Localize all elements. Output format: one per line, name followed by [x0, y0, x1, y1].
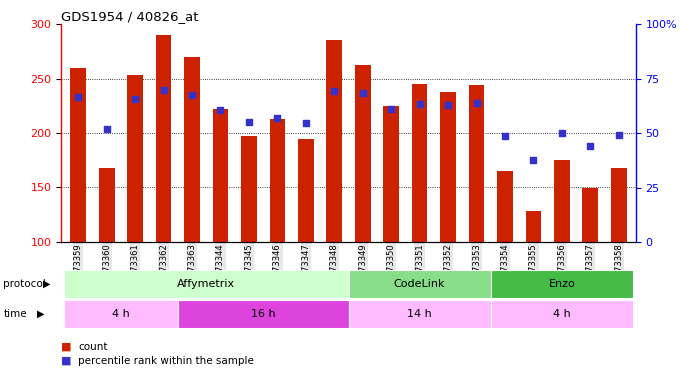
- Bar: [348, 300, 491, 328]
- Bar: [440, 92, 456, 242]
- Point: [357, 90, 368, 96]
- Point: [272, 115, 283, 121]
- Point: [443, 102, 454, 108]
- Bar: [491, 300, 633, 328]
- Point: [585, 143, 596, 149]
- Bar: [64, 300, 178, 328]
- Point: [215, 107, 226, 113]
- Point: [301, 120, 311, 126]
- Point: [130, 96, 141, 102]
- Point: [329, 88, 340, 94]
- Bar: [178, 300, 348, 328]
- Bar: [326, 40, 342, 242]
- Bar: [348, 270, 491, 298]
- Text: percentile rank within the sample: percentile rank within the sample: [78, 356, 254, 366]
- Bar: [497, 171, 513, 242]
- Bar: [64, 270, 348, 298]
- Bar: [71, 68, 86, 242]
- Text: 4 h: 4 h: [553, 309, 571, 319]
- Text: ■: ■: [61, 356, 71, 366]
- Bar: [269, 119, 285, 242]
- Text: 16 h: 16 h: [251, 309, 275, 319]
- Text: 4 h: 4 h: [112, 309, 130, 319]
- Point: [414, 101, 425, 107]
- Point: [73, 94, 84, 100]
- Bar: [99, 168, 114, 242]
- Bar: [241, 136, 257, 242]
- Bar: [583, 188, 598, 242]
- Text: ▶: ▶: [43, 279, 50, 289]
- Text: 14 h: 14 h: [407, 309, 432, 319]
- Point: [500, 134, 511, 140]
- Text: Enzo: Enzo: [549, 279, 575, 289]
- Bar: [412, 84, 428, 242]
- Bar: [213, 109, 228, 242]
- Bar: [184, 57, 200, 242]
- Point: [471, 100, 482, 106]
- Point: [613, 132, 624, 138]
- Text: ■: ■: [61, 342, 71, 352]
- Bar: [127, 75, 143, 242]
- Text: count: count: [78, 342, 107, 352]
- Point: [158, 87, 169, 93]
- Bar: [554, 160, 570, 242]
- Bar: [298, 139, 313, 242]
- Text: protocol: protocol: [3, 279, 46, 289]
- Point: [243, 119, 254, 125]
- Text: GDS1954 / 40826_at: GDS1954 / 40826_at: [61, 10, 199, 23]
- Text: Affymetrix: Affymetrix: [177, 279, 235, 289]
- Bar: [384, 106, 399, 242]
- Text: ▶: ▶: [37, 309, 45, 319]
- Bar: [526, 211, 541, 242]
- Bar: [491, 270, 633, 298]
- Bar: [611, 168, 626, 242]
- Point: [101, 126, 112, 132]
- Bar: [355, 64, 371, 242]
- Point: [386, 106, 396, 112]
- Point: [556, 130, 567, 136]
- Bar: [156, 35, 171, 242]
- Point: [186, 92, 197, 98]
- Bar: [469, 85, 484, 242]
- Text: time: time: [3, 309, 27, 319]
- Text: CodeLink: CodeLink: [394, 279, 445, 289]
- Point: [528, 158, 539, 164]
